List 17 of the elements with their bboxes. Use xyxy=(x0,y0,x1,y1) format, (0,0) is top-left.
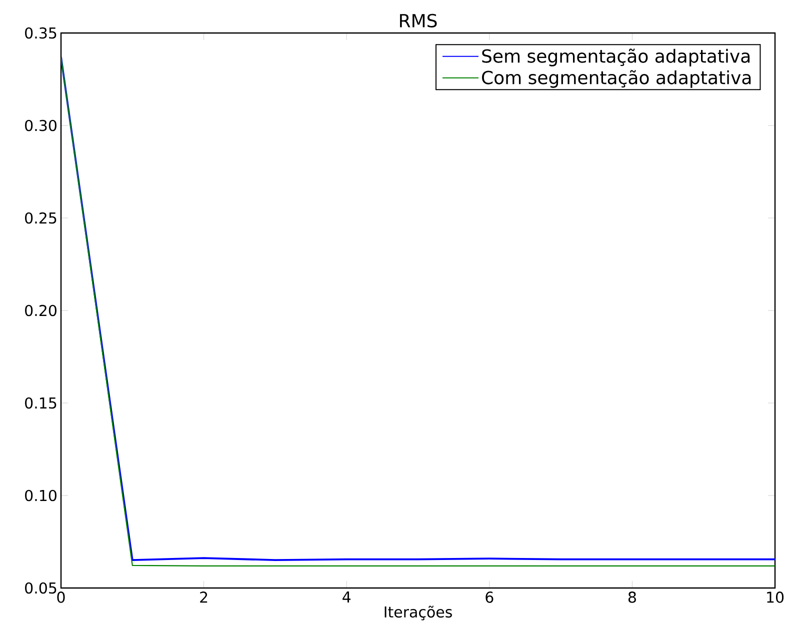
y-tick-label: 0.30 xyxy=(25,120,56,132)
y-tick-label: 0.15 xyxy=(25,397,56,409)
chart-title: RMS xyxy=(400,14,437,28)
y-tick-label: 0.25 xyxy=(25,212,56,224)
x-axis-title: Iterações xyxy=(384,606,452,620)
legend-label: Sem segmentação adaptativa xyxy=(482,48,750,66)
y-tick-label: 0.10 xyxy=(25,490,56,502)
y-tick-label: 0.05 xyxy=(25,582,56,594)
x-tick-label: 0 xyxy=(57,592,65,603)
legend-label: Com segmentação adaptativa xyxy=(482,70,751,88)
x-tick-label: 6 xyxy=(486,592,494,603)
y-tick-label: 0.35 xyxy=(25,27,56,39)
x-tick-label: 2 xyxy=(200,592,208,603)
y-tick-label: 0.20 xyxy=(25,304,56,316)
x-tick-label: 10 xyxy=(767,592,784,603)
x-tick-label: 8 xyxy=(628,592,636,603)
x-tick-label: 4 xyxy=(342,592,351,602)
